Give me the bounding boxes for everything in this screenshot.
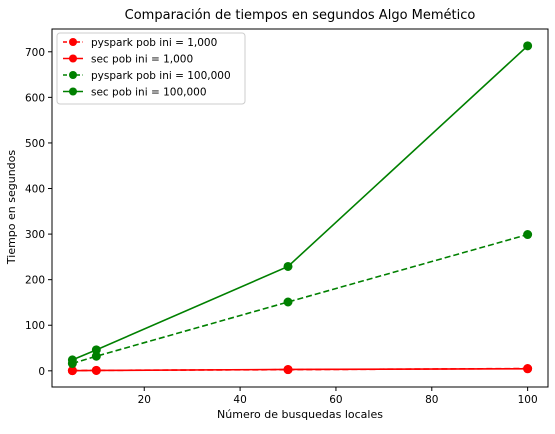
axes-frame <box>51 28 549 388</box>
legend-marker-2 <box>69 54 77 63</box>
legend-box <box>56 32 246 105</box>
series-3-point <box>523 230 533 240</box>
plot-area: 20 40 60 80 100 0 100 200 300 400 500 600 700 pyspark… <box>25 28 549 406</box>
y-tick-label: 100 <box>25 320 45 332</box>
y-tick-label: 300 <box>25 229 45 241</box>
legend-label-3: pyspark pob ini = 100,000 <box>91 70 231 82</box>
series-4-point <box>67 355 77 365</box>
y-tick-label: 500 <box>25 138 45 150</box>
y-tick-label: 400 <box>25 184 45 196</box>
legend-marker-4 <box>69 87 77 96</box>
y-axis-label: Tiempo en segundos <box>5 150 18 266</box>
legend-label-2: sec pob ini = 1,000 <box>91 54 193 66</box>
series-2-point <box>523 364 533 374</box>
series-layer <box>67 41 533 376</box>
legend-label-4: sec pob ini = 100,000 <box>91 87 207 99</box>
x-tick-label: 100 <box>518 394 538 406</box>
y-tick-label: 700 <box>25 47 45 59</box>
series-2-point <box>91 365 101 375</box>
legend-marker-3 <box>69 71 77 79</box>
legend-label-1: pyspark pob ini = 1,000 <box>91 37 217 49</box>
x-tick-label: 20 <box>138 394 151 406</box>
y-tick-label: 0 <box>38 366 45 378</box>
series-2-point <box>283 364 293 374</box>
x-tick-label: 60 <box>329 394 342 406</box>
y-tick-label: 600 <box>25 92 45 104</box>
chart-title: Comparación de tiempos en segundos Algo … <box>125 8 476 23</box>
series-3-point <box>283 297 293 307</box>
x-tick-label: 40 <box>233 394 246 406</box>
x-axis-label: Número de busquedas locales <box>217 408 383 421</box>
series-4-point <box>523 41 533 51</box>
legend-marker-1 <box>69 38 77 46</box>
series-line-3 <box>72 233 528 365</box>
series-4-point <box>91 345 101 355</box>
x-tick-label: 80 <box>425 394 438 406</box>
legend: pyspark pob ini = 1,000 sec pob ini = 1,0… <box>56 32 246 105</box>
series-line-2 <box>72 367 528 372</box>
series-4-point <box>283 261 293 271</box>
y-tick-label: 200 <box>25 275 45 287</box>
series-line-4 <box>72 45 529 361</box>
